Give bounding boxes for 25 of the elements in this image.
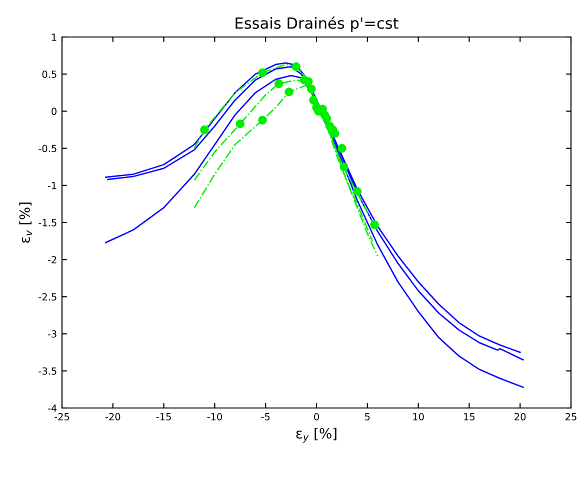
y-tick-label: -2	[48, 256, 56, 264]
x-tick-label: -20	[105, 413, 120, 420]
x-tick-label: -10	[207, 413, 222, 420]
y-tick-label: 0.5	[42, 70, 56, 78]
x-tick-label: -5	[261, 413, 270, 420]
y-tick-label: -0.5	[38, 144, 56, 152]
y-axis-title: ε$_{v}$ [%]	[19, 202, 32, 243]
x-tick-label: 20	[514, 413, 526, 420]
x-tick-label: -15	[156, 413, 171, 420]
x-axis-title: ε$_{y}$ [%]	[296, 428, 336, 443]
y-tick-label: -3.5	[38, 367, 56, 375]
y-tick-label: -3	[48, 330, 56, 338]
y-tick-label: 1	[52, 34, 56, 41]
y-tick-label: -1	[48, 182, 56, 190]
y-tick-label: -2.5	[38, 293, 56, 301]
x-tick-label: 15	[464, 413, 475, 420]
x-tick-label: -25	[54, 413, 70, 420]
x-tick-label: 5	[365, 413, 370, 420]
x-tick-label: 0	[314, 413, 319, 420]
x-tick-label: 10	[413, 413, 424, 420]
y-tick-label: -4	[48, 404, 57, 412]
chart-title: Essais Drainés p'=cst	[236, 16, 398, 32]
y-tick-label: 0	[52, 108, 56, 116]
x-tick-label: 25	[566, 413, 576, 420]
y-tick-label: -1.5	[38, 219, 56, 226]
